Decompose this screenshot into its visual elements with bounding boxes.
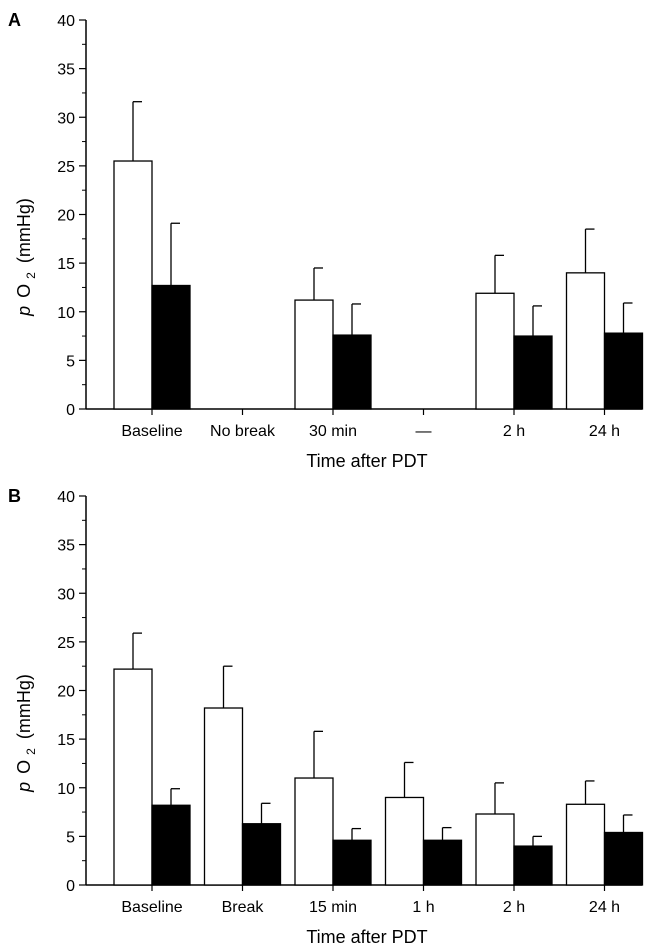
- y-tick-label: 25: [57, 635, 75, 652]
- chart-panel-b: B p O 2 (mmHg) 0 5 10 15 20 25 30 35 40 Baseline B…: [8, 486, 644, 947]
- panel-label-a: A: [8, 10, 21, 30]
- y-axis-title-main: O: [14, 284, 34, 298]
- y-axis-title-unit: (mmHg): [14, 198, 34, 263]
- chart-panel-a: A p O 2 (mmHg) 0 5 10 15 20 25 30 35 40 Baseline N…: [8, 10, 644, 471]
- bar-open: [203, 707, 244, 886]
- x-tick-label: 24 h: [589, 899, 620, 916]
- y-axis-title-main: O: [14, 760, 34, 774]
- x-tick-label: 1 h: [412, 899, 434, 916]
- y-axis-title-sub: 2: [24, 272, 38, 279]
- x-tick-label: 15 min: [309, 899, 357, 916]
- y-tick-label: 15: [57, 732, 75, 749]
- y-tick-label: 25: [57, 159, 75, 176]
- x-tick-label: Break: [222, 899, 265, 916]
- y-axis-title-italic: p: [14, 306, 34, 317]
- x-tick-label: 30 min: [309, 423, 357, 440]
- plot-area-b: 0 5 10 15 20 25 30 35 40 Baseline Break 15 min 1 h 2 …: [57, 489, 644, 916]
- y-tick-label: 0: [66, 402, 75, 419]
- bar-open: [113, 668, 153, 886]
- x-tick-label: 2 h: [503, 423, 525, 440]
- x-tick-label: Baseline: [121, 899, 182, 916]
- y-axis-title-a: p O 2 (mmHg): [14, 198, 39, 317]
- y-tick-label: 40: [57, 489, 75, 506]
- bar-filled: [241, 823, 282, 886]
- bar-open: [384, 796, 425, 886]
- svg-text:p O 2 (mmHg): p O 2 (mmHg): [14, 198, 39, 317]
- y-axis-title-sub: 2: [24, 748, 38, 755]
- x-tick-label: 24 h: [589, 423, 620, 440]
- bar-filled: [422, 839, 463, 886]
- y-tick-label: 40: [57, 13, 75, 30]
- x-tick-label: No break: [210, 423, 276, 440]
- bar-open: [294, 299, 334, 410]
- y-tick-label: 30: [57, 110, 75, 127]
- x-axis-title-a: Time after PDT: [306, 451, 427, 471]
- svg-text:p O 2 (mmHg): p O 2 (mmHg): [14, 674, 39, 793]
- bar-filled: [513, 845, 553, 886]
- bar-open: [113, 160, 153, 410]
- y-tick-label: 35: [57, 62, 75, 79]
- y-tick-label: 20: [57, 208, 75, 225]
- plot-area-a: 0 5 10 15 20 25 30 35 40 Baseline No break 30 min — 2…: [57, 13, 644, 440]
- bar-open: [565, 803, 606, 886]
- y-axis-title-b: p O 2 (mmHg): [14, 674, 39, 793]
- y-tick-label: 30: [57, 586, 75, 603]
- bar-open: [294, 777, 334, 886]
- bar-filled: [151, 284, 191, 410]
- bar-open: [565, 272, 606, 410]
- y-tick-label: 10: [57, 305, 75, 322]
- y-tick-label: 20: [57, 684, 75, 701]
- y-tick-label: 5: [66, 353, 75, 370]
- y-axis-title-italic: p: [14, 782, 34, 793]
- x-tick-label: 2 h: [503, 899, 525, 916]
- y-tick-label: 35: [57, 538, 75, 555]
- y-tick-label: 0: [66, 878, 75, 895]
- bar-open: [475, 813, 515, 886]
- y-tick-label: 10: [57, 781, 75, 798]
- x-tick-label: Baseline: [121, 423, 182, 440]
- bar-filled: [513, 335, 553, 410]
- y-tick-label: 15: [57, 256, 75, 273]
- panel-label-b: B: [8, 486, 21, 506]
- bar-filled: [603, 332, 644, 410]
- x-tick-label: —: [416, 423, 432, 440]
- bar-filled: [332, 839, 372, 886]
- x-axis-title-b: Time after PDT: [306, 927, 427, 947]
- y-tick-label: 5: [66, 829, 75, 846]
- bar-filled: [603, 831, 644, 886]
- bar-filled: [332, 334, 372, 410]
- bar-open: [475, 292, 515, 410]
- y-axis-title-unit: (mmHg): [14, 674, 34, 739]
- bar-filled: [151, 804, 191, 886]
